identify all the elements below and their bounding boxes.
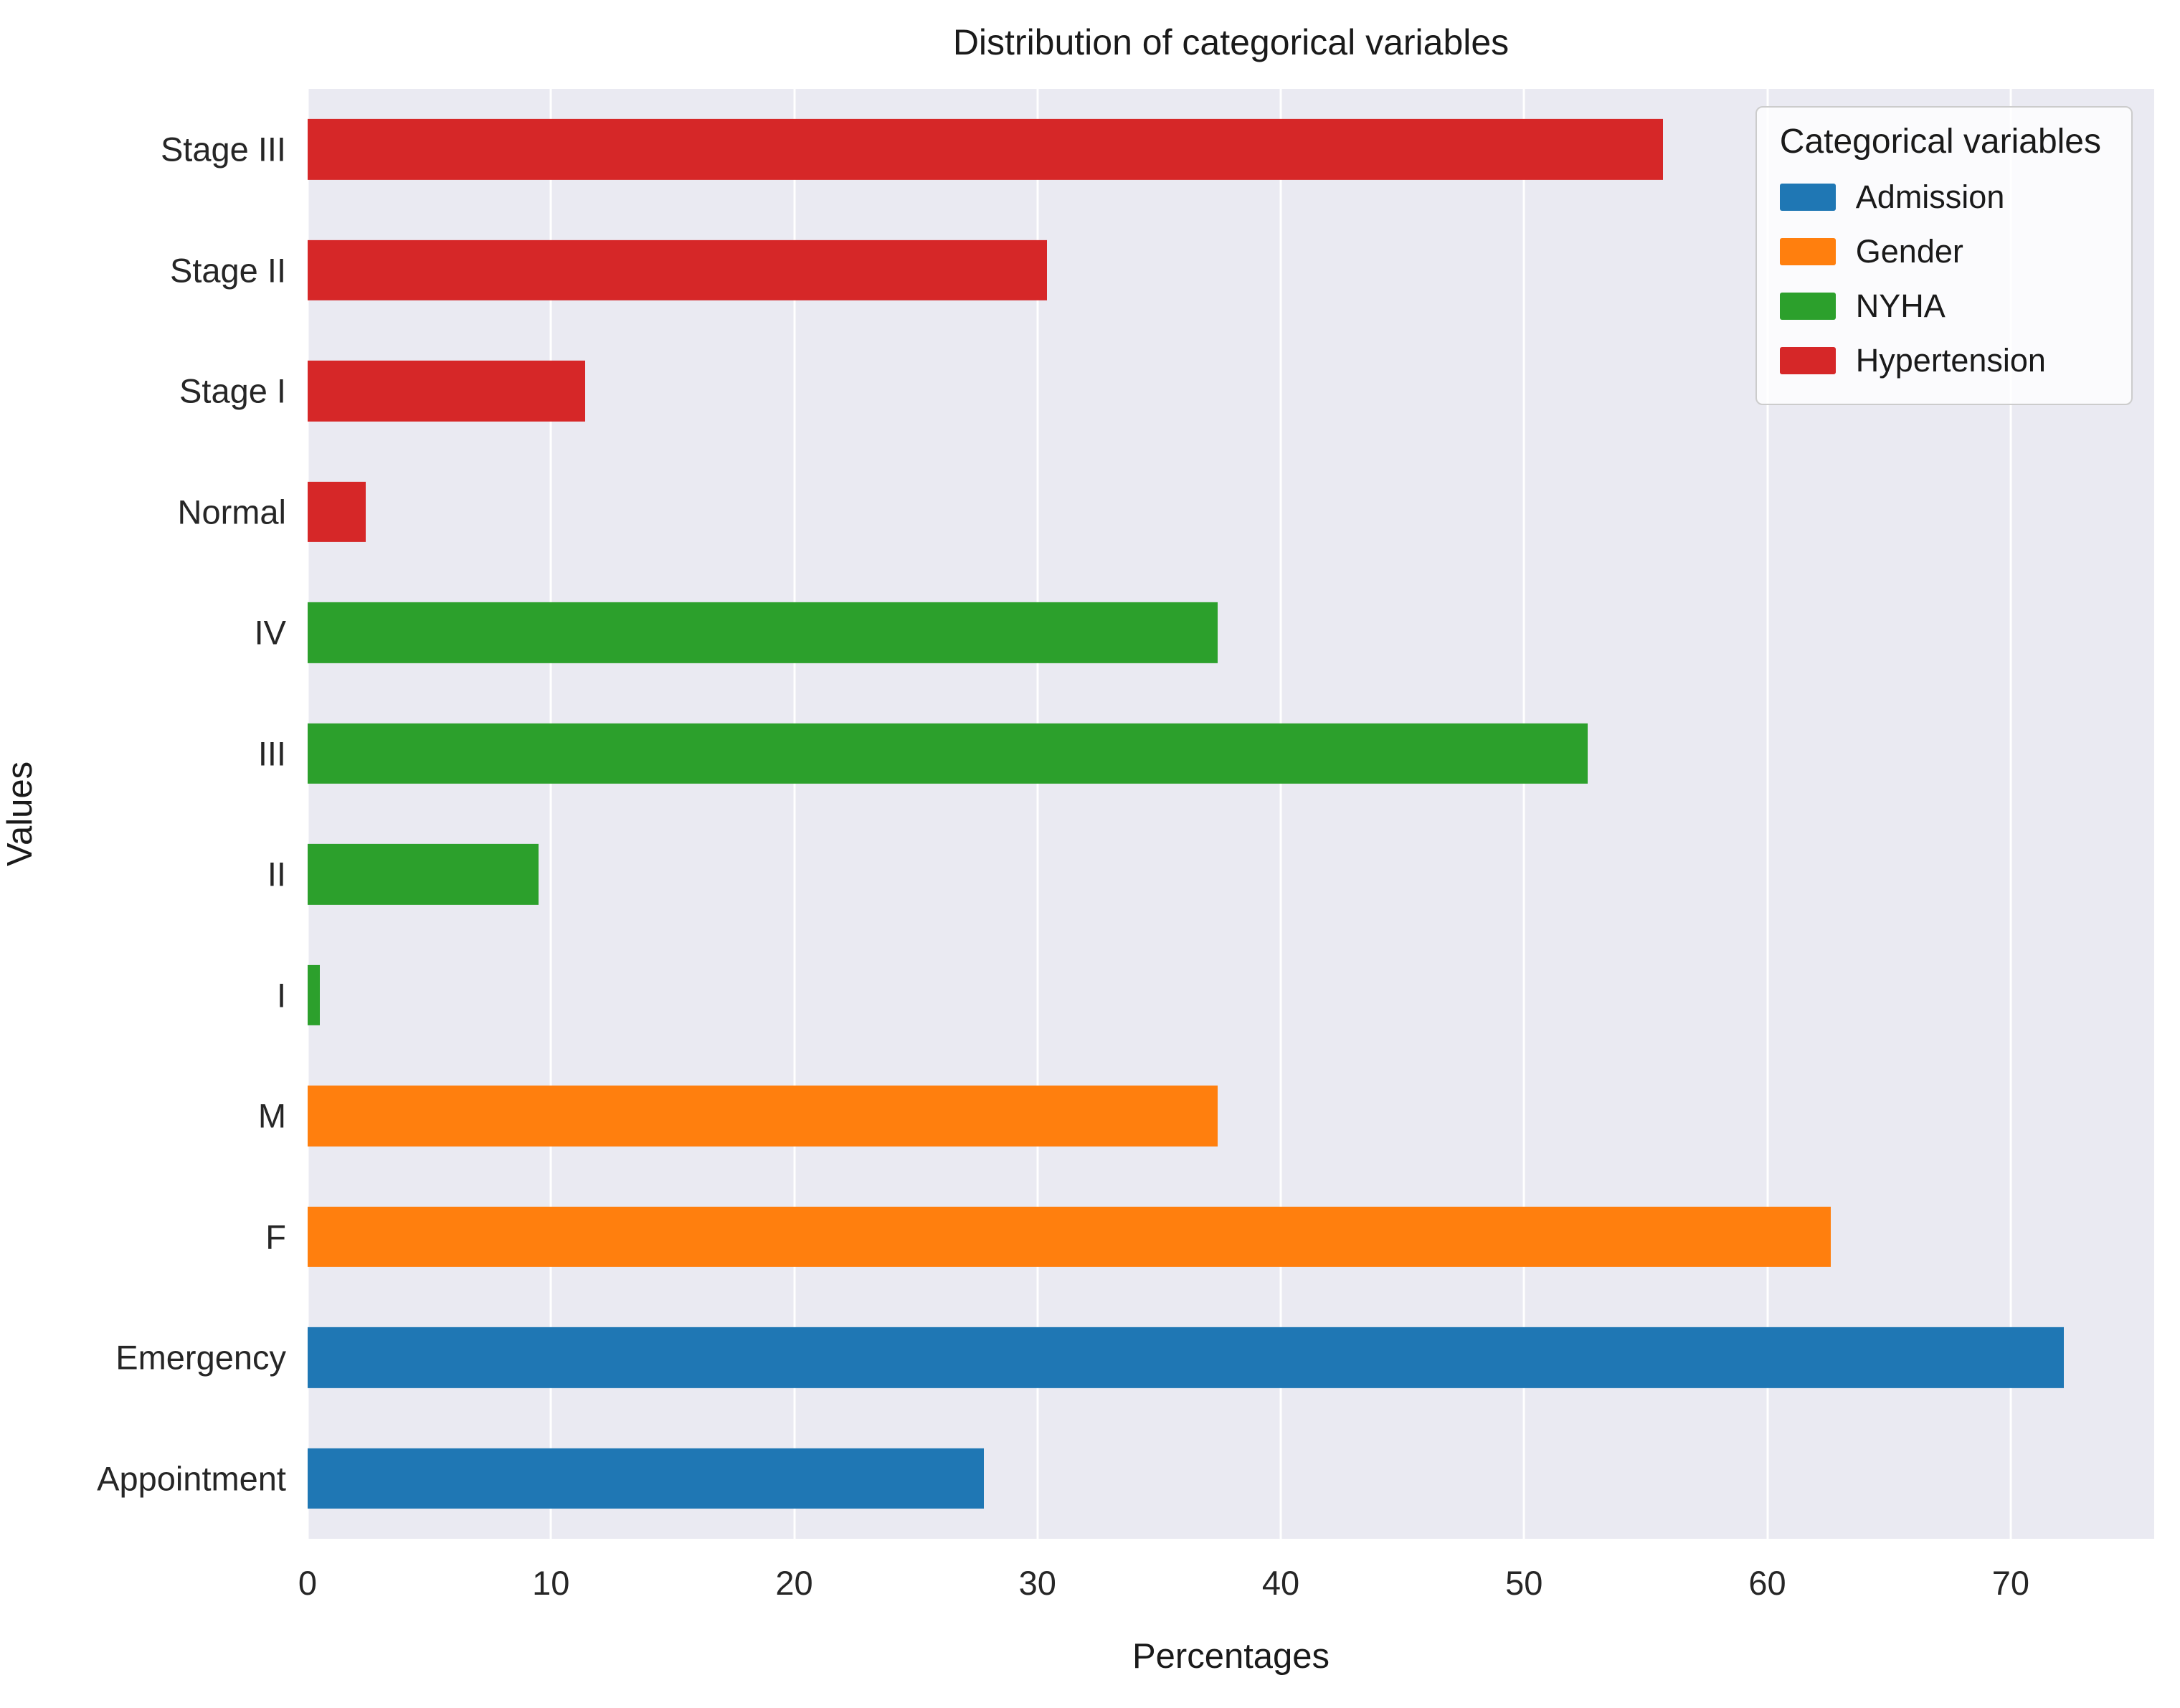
y-tick-label: M bbox=[257, 1096, 286, 1135]
legend-label: Gender bbox=[1855, 233, 1963, 270]
bar-stage-i bbox=[308, 361, 585, 422]
legend-swatch bbox=[1779, 238, 1836, 265]
legend-entry-hypertension: Hypertension bbox=[1779, 342, 2101, 379]
bar-iii bbox=[308, 723, 1588, 784]
y-tick-label: Stage III bbox=[160, 130, 286, 169]
x-tick-label: 20 bbox=[775, 1564, 813, 1602]
legend-label: Hypertension bbox=[1855, 342, 2046, 379]
legend-swatch bbox=[1779, 347, 1836, 374]
y-tick-label: F bbox=[265, 1218, 286, 1256]
y-tick-labels: Stage III Stage II Stage I Normal IV III II I M F… bbox=[0, 89, 286, 1539]
gridline bbox=[1036, 89, 1039, 1539]
x-tick-label: 10 bbox=[532, 1564, 570, 1602]
y-tick-label: IV bbox=[254, 613, 286, 652]
bar-i bbox=[308, 964, 320, 1025]
x-tick-label: 50 bbox=[1505, 1564, 1543, 1602]
legend-label: Admission bbox=[1855, 179, 2005, 215]
bar-iv bbox=[308, 602, 1218, 663]
gridline bbox=[1766, 89, 1769, 1539]
x-axis-label: Percentages bbox=[1132, 1637, 1330, 1676]
bar-stage-iii bbox=[308, 119, 1663, 180]
legend-entry-nyha: NYHA bbox=[1779, 288, 2101, 325]
y-tick-label: Emergency bbox=[115, 1338, 286, 1377]
bar-emergency bbox=[308, 1327, 2065, 1388]
gridline bbox=[793, 89, 796, 1539]
legend-title: Categorical variables bbox=[1779, 123, 2101, 161]
legend-entry-admission: Admission bbox=[1779, 179, 2101, 216]
gridline bbox=[549, 89, 552, 1539]
y-tick-label: Normal bbox=[177, 493, 286, 531]
bar-ii bbox=[308, 844, 539, 905]
bar-m bbox=[308, 1086, 1218, 1147]
gridline bbox=[1279, 89, 1282, 1539]
x-tick-label: 70 bbox=[1991, 1564, 2029, 1602]
bar-f bbox=[308, 1206, 1831, 1267]
legend-swatch bbox=[1779, 184, 1836, 211]
bar-stage-ii bbox=[308, 239, 1048, 300]
y-tick-label: I bbox=[276, 976, 286, 1015]
bar-normal bbox=[308, 481, 366, 542]
gridline bbox=[306, 89, 309, 1539]
legend: Categorical variables Admission Gender NYHA… bbox=[1755, 106, 2133, 405]
legend-swatch bbox=[1779, 293, 1836, 320]
gridline bbox=[1522, 89, 1525, 1539]
x-tick-label: 30 bbox=[1018, 1564, 1056, 1602]
legend-label: NYHA bbox=[1855, 288, 1946, 324]
y-tick-label: Stage I bbox=[179, 371, 286, 410]
y-tick-label: III bbox=[257, 734, 286, 773]
gridline bbox=[2009, 89, 2012, 1539]
legend-entry-gender: Gender bbox=[1779, 233, 2101, 270]
bar-appointment bbox=[308, 1448, 985, 1509]
x-tick-label: 40 bbox=[1261, 1564, 1300, 1602]
plot-area: Categorical variables Admission Gender NYHA… bbox=[306, 89, 2154, 1539]
y-tick-label: Appointment bbox=[97, 1459, 286, 1498]
chart-title: Distribution of categorical variables bbox=[952, 22, 1510, 62]
y-tick-label: Stage II bbox=[170, 251, 286, 290]
x-tick-label: 0 bbox=[298, 1564, 318, 1602]
x-tick-labels: 0 10 20 30 40 50 60 70 bbox=[298, 1563, 2154, 1606]
y-tick-label: II bbox=[267, 855, 286, 893]
x-tick-label: 60 bbox=[1748, 1564, 1786, 1602]
